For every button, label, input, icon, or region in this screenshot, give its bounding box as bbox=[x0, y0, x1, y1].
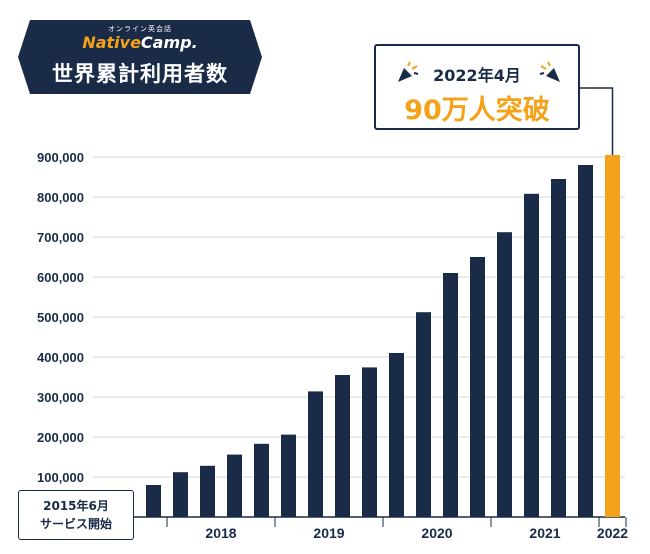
bar bbox=[389, 353, 404, 517]
title-badge: オンライン英会話 NativeCamp. 世界累計利用者数 bbox=[18, 20, 262, 94]
bar bbox=[173, 472, 188, 517]
chart-title: 世界累計利用者数 bbox=[52, 62, 228, 86]
bar bbox=[227, 454, 242, 517]
party-popper-icon bbox=[398, 61, 419, 82]
bar bbox=[146, 485, 161, 517]
x-year-label: 2020 bbox=[421, 525, 452, 541]
party-popper-icon bbox=[539, 61, 560, 82]
bar bbox=[200, 465, 215, 517]
brand-logo-camp: Camp. bbox=[140, 33, 198, 52]
bar bbox=[551, 179, 566, 517]
y-tick-label: 100,000 bbox=[37, 470, 84, 485]
brand-logo: NativeCamp. bbox=[18, 33, 262, 52]
bar bbox=[254, 443, 269, 517]
bar bbox=[578, 165, 593, 517]
x-year-label: 2018 bbox=[205, 525, 236, 541]
bar bbox=[362, 367, 377, 517]
callout-connector bbox=[579, 87, 614, 155]
x-year-label: 2021 bbox=[529, 525, 560, 541]
bar bbox=[524, 193, 539, 518]
bar bbox=[416, 312, 431, 517]
y-tick-label: 800,000 bbox=[37, 190, 84, 205]
x-year-label: 2022 bbox=[597, 525, 628, 541]
bar bbox=[335, 375, 350, 517]
bar bbox=[497, 232, 512, 517]
bar bbox=[308, 391, 323, 517]
y-tick-label: 500,000 bbox=[37, 310, 84, 325]
brand-subtitle: オンライン英会話 bbox=[108, 25, 172, 33]
x-year-label: 2019 bbox=[313, 525, 344, 541]
service-start-label: サービス開始 bbox=[39, 517, 112, 531]
y-tick-label: 900,000 bbox=[37, 150, 84, 165]
y-tick-label: 600,000 bbox=[37, 270, 84, 285]
milestone-text: 90万人突破 bbox=[404, 95, 550, 126]
y-tick-label: 200,000 bbox=[37, 430, 84, 445]
y-tick-label: 700,000 bbox=[37, 230, 84, 245]
y-tick-label: 300,000 bbox=[37, 390, 84, 405]
bar bbox=[605, 155, 620, 517]
bar bbox=[281, 434, 296, 517]
bar bbox=[470, 257, 485, 517]
y-tick-label: 400,000 bbox=[37, 350, 84, 365]
service-start-note: 2015年6月 サービス開始 bbox=[18, 490, 134, 540]
bar bbox=[443, 273, 458, 517]
milestone-callout: 2022年4月 90万人突破 bbox=[374, 44, 580, 130]
milestone-date: 2022年4月 bbox=[433, 66, 521, 85]
service-start-date: 2015年6月 bbox=[43, 499, 109, 513]
brand-logo-native: Native bbox=[82, 33, 141, 52]
